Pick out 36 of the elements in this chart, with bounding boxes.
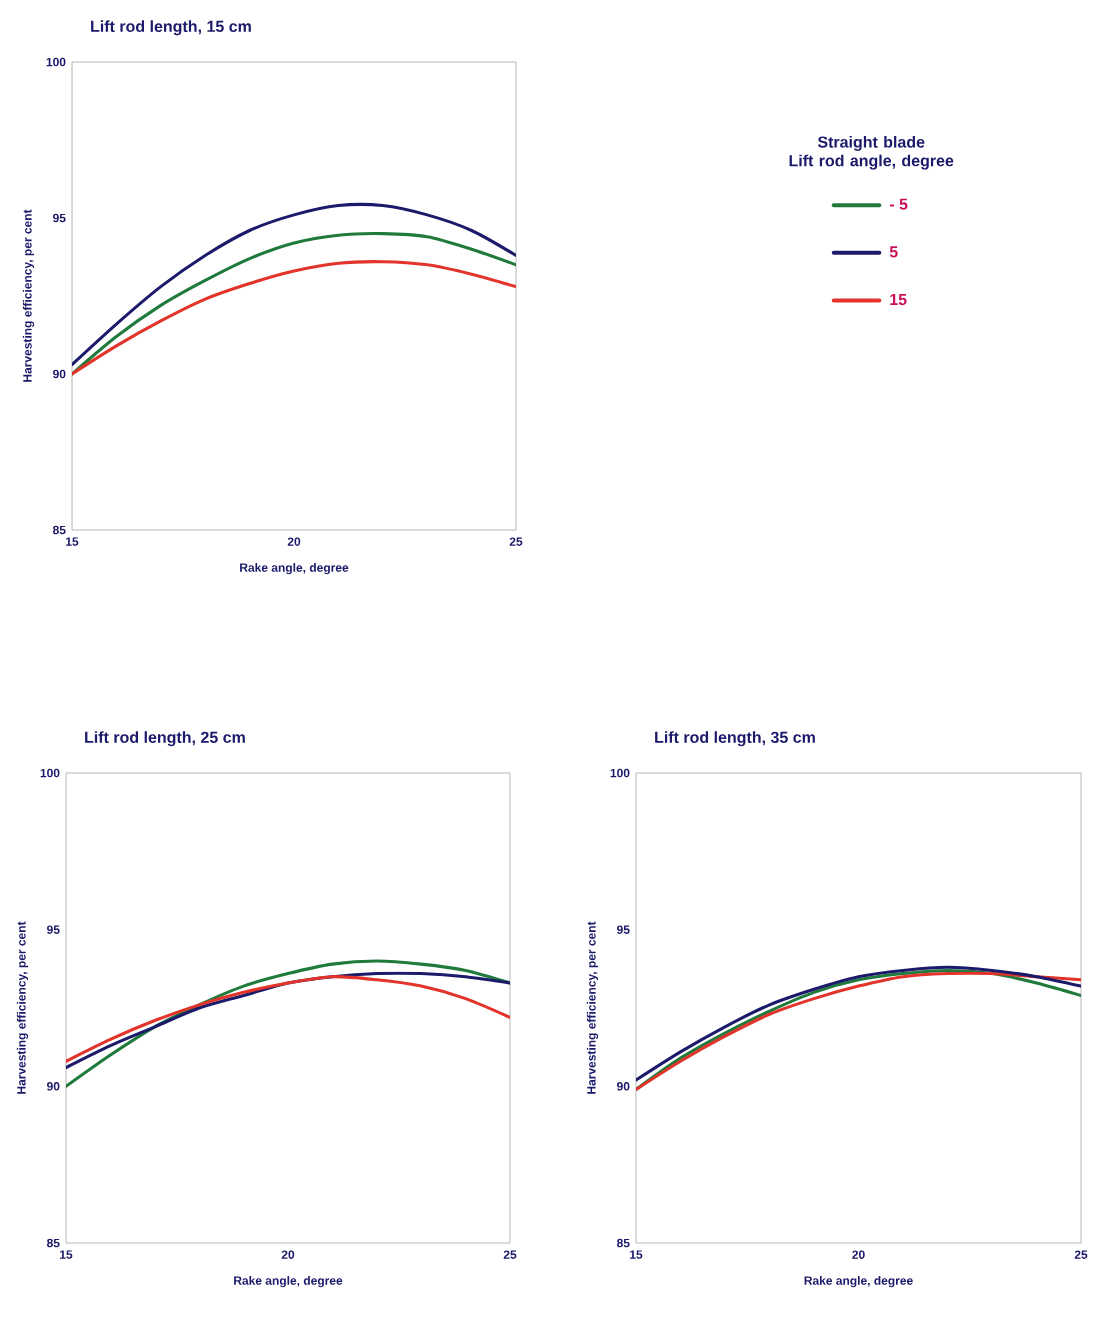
x-tick-label: 20 xyxy=(852,1250,865,1259)
x-tick-label: 25 xyxy=(509,537,523,546)
x-tick-label: 15 xyxy=(66,537,79,546)
x-axis-title: Rake angle, degree xyxy=(240,563,349,575)
legend-label: 5 xyxy=(889,246,898,258)
y-tick-label: 85 xyxy=(616,1238,630,1248)
y-tick-label: 90 xyxy=(617,1082,630,1091)
y-tick-label: 95 xyxy=(53,213,66,223)
x-axis-title: Rake angle, degree xyxy=(804,1276,913,1288)
legend-label: 15 xyxy=(890,294,907,306)
x-tick-label: 25 xyxy=(503,1250,517,1259)
line-series xyxy=(72,203,516,367)
x-axis-title: Rake angle, degree xyxy=(234,1276,343,1288)
y-axis-title: Harvesting efficiency, per cent xyxy=(22,209,35,382)
y-tick-label: 95 xyxy=(47,925,60,934)
chart-title: Lift rod length, 35 cm xyxy=(655,731,815,747)
y-tick-label: 100 xyxy=(46,57,66,67)
chart-title: Lift rod length, 15 cm xyxy=(91,20,251,36)
x-tick-label: 20 xyxy=(281,1250,295,1259)
x-tick-label: 15 xyxy=(60,1250,73,1259)
y-tick-label: 85 xyxy=(52,525,66,535)
y-tick-label: 90 xyxy=(53,369,66,379)
chart-title: Lift rod length, 25 cm xyxy=(85,731,245,747)
y-axis-title: Harvesting efficiency, per cent xyxy=(16,921,29,1094)
y-tick-label: 90 xyxy=(47,1082,60,1091)
y-tick-label: 85 xyxy=(46,1238,60,1248)
legend-title: Straight blade Lift rod angle, degree xyxy=(789,135,954,170)
x-tick-label: 25 xyxy=(1074,1250,1088,1259)
line-series xyxy=(72,260,516,376)
y-tick-label: 100 xyxy=(40,768,60,778)
y-axis-title: Harvesting efficiency, per cent xyxy=(586,921,599,1094)
legend-label: - 5 xyxy=(889,198,908,210)
y-tick-label: 95 xyxy=(617,925,630,934)
x-tick-label: 20 xyxy=(287,537,301,546)
y-tick-label: 100 xyxy=(610,768,630,778)
x-tick-label: 15 xyxy=(630,1250,643,1259)
